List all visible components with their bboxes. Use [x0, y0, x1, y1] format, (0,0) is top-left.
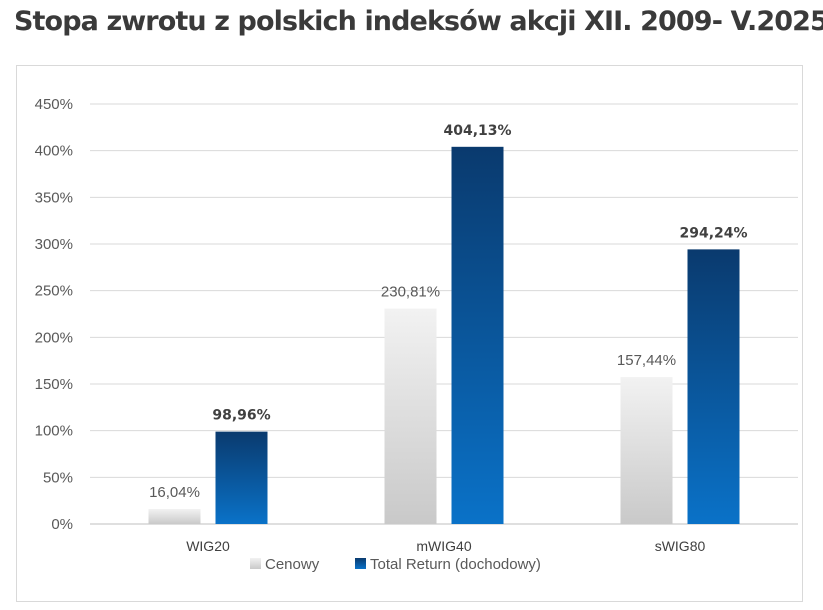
data-label: 157,44%: [617, 352, 676, 369]
bar-cenowy-wig20: [148, 509, 201, 524]
x-category-label: WIG20: [186, 538, 230, 554]
data-label: 16,04%: [149, 484, 200, 501]
y-axis-tick-labels: 0% 50% 100% 150% 200% 250% 300% 350% 400% 450%: [35, 96, 73, 533]
y-tick-label: 250%: [35, 283, 73, 300]
bar-cenowy-swig80: [620, 377, 673, 524]
data-label: 230,81%: [381, 284, 440, 301]
y-tick-label: 200%: [35, 329, 73, 346]
y-tick-label: 350%: [35, 189, 73, 206]
y-tick-label: 450%: [35, 96, 73, 113]
bar-total-return-mwig40: [451, 146, 504, 524]
y-tick-label: 150%: [35, 376, 73, 393]
legend-label-total-return: Total Return (dochodowy): [370, 556, 541, 573]
data-label: 98,96%: [212, 408, 270, 424]
y-tick-label: 400%: [35, 143, 73, 160]
bar-total-return-swig80: [687, 249, 740, 524]
y-tick-label: 300%: [35, 236, 73, 253]
legend-swatch-cenowy: [250, 558, 261, 569]
legend-swatch-total-return: [355, 558, 366, 569]
x-category-label: sWIG80: [655, 538, 706, 554]
y-tick-label: 50%: [43, 469, 73, 486]
chart-title: Stopa zwrotu z polskich indeksów akcji X…: [14, 6, 823, 37]
bar-cenowy-mwig40: [384, 308, 437, 524]
x-axis-category-labels: WIG20 mWIG40 sWIG80: [186, 538, 705, 554]
bars: [148, 146, 740, 524]
bar-total-return-wig20: [215, 431, 268, 524]
legend-label-cenowy: Cenowy: [265, 556, 320, 573]
y-tick-label: 0%: [51, 516, 73, 533]
data-label: 404,13%: [443, 123, 511, 139]
y-tick-label: 100%: [35, 423, 73, 440]
legend: Cenowy Total Return (dochodowy): [250, 556, 541, 573]
gridlines: [90, 103, 798, 525]
x-category-label: mWIG40: [416, 538, 471, 554]
data-label: 294,24%: [679, 225, 747, 241]
data-labels: 16,04% 98,96% 230,81% 404,13% 157,44% 294,24%: [149, 123, 747, 501]
